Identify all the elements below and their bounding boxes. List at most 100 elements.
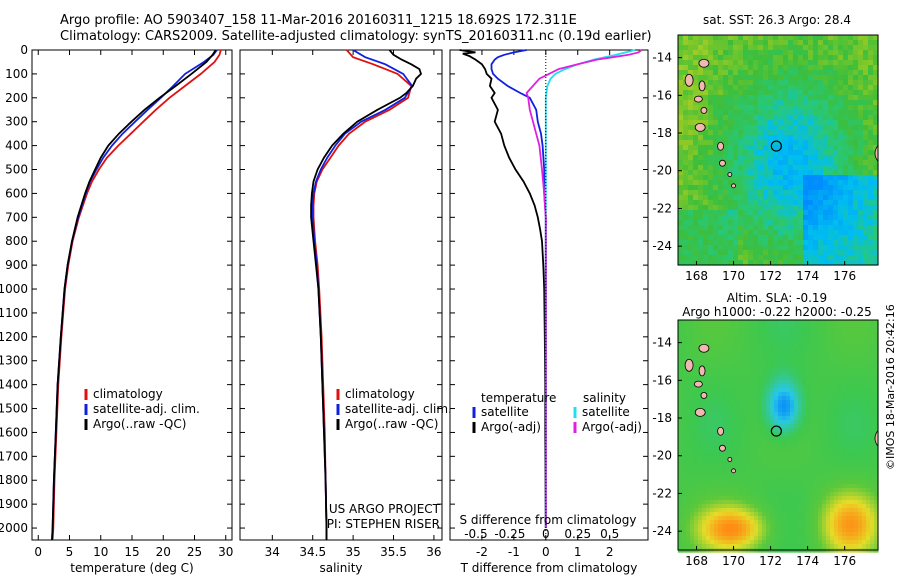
sla_map-cell (818, 332, 823, 337)
sst_map-cell (813, 250, 819, 256)
sst_map-cell (733, 100, 739, 106)
sst_map-cell (693, 140, 699, 146)
sla_map-cell (858, 372, 863, 377)
sla_map-cell (782, 404, 787, 409)
sla_map-cell (774, 368, 779, 373)
sla_map-cell (850, 400, 855, 405)
sla_map-cell (854, 400, 859, 405)
sst_map-cell (753, 110, 759, 116)
sla_map-cell (686, 520, 691, 525)
sla_map-cell (790, 432, 795, 437)
sla_map-cell (770, 500, 775, 505)
sst_map-cell (818, 170, 824, 176)
sst_map-cell (858, 210, 864, 216)
sla_map-cell (786, 336, 791, 341)
sst_map-cell (788, 115, 794, 121)
sla_map-cell (802, 532, 807, 537)
sla_map-cell (758, 476, 763, 481)
sst_map-cell (738, 205, 744, 211)
sla_map-cell (694, 496, 699, 501)
sst_map-cell (738, 70, 744, 76)
sst_map-cell (753, 65, 759, 71)
sla_map-cell (802, 540, 807, 545)
sla_map-cell (750, 488, 755, 493)
sla_map-cell (826, 528, 831, 533)
sla_map-cell (838, 400, 843, 405)
sla_map-cell (790, 360, 795, 365)
sst_map-cell (828, 55, 834, 61)
sst_map-cell (873, 230, 879, 236)
sla_map-cell (782, 348, 787, 353)
sst_map-cell (788, 50, 794, 56)
sst_map-cell (698, 175, 704, 181)
sla_map-cell (834, 512, 839, 517)
sst_map-cell (868, 210, 874, 216)
sla_map-cell (782, 432, 787, 437)
sla_map-cell (798, 520, 803, 525)
sla_map-cell (874, 420, 879, 425)
sla_map-cell (722, 388, 727, 393)
sla_map-cell (862, 432, 867, 437)
sst_map-cell (758, 245, 764, 251)
sla_map-cell (858, 324, 863, 329)
sst_map-cell (768, 105, 774, 111)
sla_map-cell (798, 368, 803, 373)
sla_map-cell (806, 448, 811, 453)
sst_map-cell (678, 210, 684, 216)
sla_map-cell (810, 460, 815, 465)
sst_map-cell (733, 85, 739, 91)
sla_map-cell (738, 432, 743, 437)
sst_map-cell (778, 100, 784, 106)
sst_map-cell (838, 95, 844, 101)
sla_map-cell (734, 444, 739, 449)
sla_map-cell (862, 388, 867, 393)
sst_map-cell (853, 160, 859, 166)
sst_map-cell (838, 190, 844, 196)
sla_map-cell (710, 544, 715, 549)
sla_map-cell (826, 504, 831, 509)
sst_map-cell (763, 140, 769, 146)
sst_map-cell (768, 100, 774, 106)
sst_map-cell (843, 50, 849, 56)
sla_map-cell (822, 360, 827, 365)
sla_map-cell (690, 344, 695, 349)
sst_map-cell (683, 105, 689, 111)
sla_map-cell (690, 536, 695, 541)
sla_map-cell (838, 404, 843, 409)
sla_map-cell (866, 416, 871, 421)
sla_map-cell (862, 340, 867, 345)
sla_map-cell (722, 416, 727, 421)
sla_map-cell (834, 496, 839, 501)
sla_map-cell (726, 332, 731, 337)
sla_map-cell (766, 332, 771, 337)
sla_map-cell (750, 320, 755, 325)
sla_map-cell (846, 448, 851, 453)
sst_map-cell (688, 175, 694, 181)
temperature-y-tick-label: 0 (20, 43, 28, 57)
sst_map-cell (868, 65, 874, 71)
sst_map-cell (688, 165, 694, 171)
sla_map-cell (678, 404, 683, 409)
sst_map-cell (738, 120, 744, 126)
sst_map-cell (833, 125, 839, 131)
sla_map-cell (698, 444, 703, 449)
sla_map-cell (718, 508, 723, 513)
sst_map-cell (758, 70, 764, 76)
sla_map-cell (798, 392, 803, 397)
sla_map-cell (842, 536, 847, 541)
sla_map-cell (846, 332, 851, 337)
sst_map-cell (763, 35, 769, 41)
sla_map-cell (738, 336, 743, 341)
sla_map-cell (810, 328, 815, 333)
sla_map-cell (718, 332, 723, 337)
sla_map-cell (766, 408, 771, 413)
sst_map-cell (868, 245, 874, 251)
sla_map-cell (742, 340, 747, 345)
sst_map-cell (738, 55, 744, 61)
sst_map-cell (698, 220, 704, 226)
sla_map-cell (850, 420, 855, 425)
sst_map-cell (853, 185, 859, 191)
sla_map-cell (698, 324, 703, 329)
sla_map-cell (866, 400, 871, 405)
sst_map-cell (808, 135, 814, 141)
